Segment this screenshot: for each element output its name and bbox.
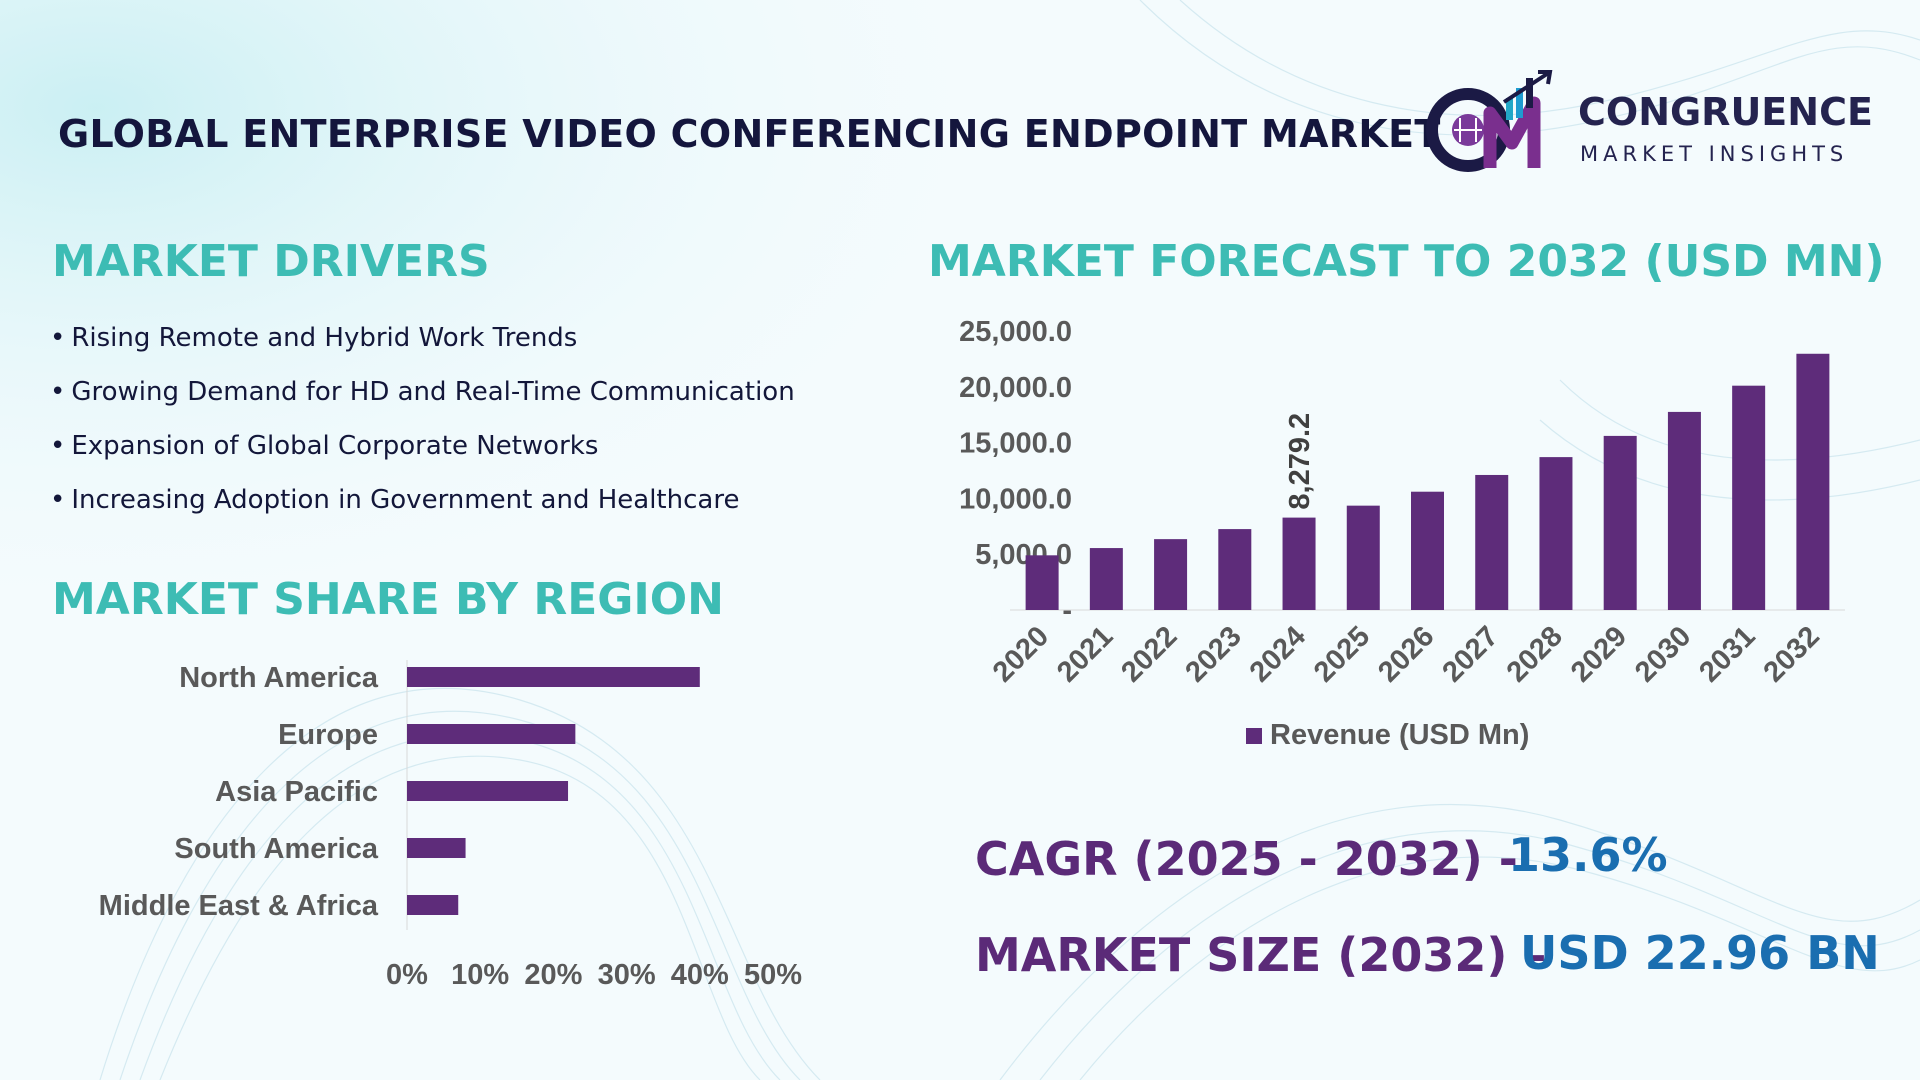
region-category-label: Asia Pacific bbox=[215, 776, 378, 808]
region-heading: MARKET SHARE BY REGION bbox=[52, 574, 724, 625]
forecast-year-label: 2029 bbox=[1565, 620, 1633, 688]
driver-text: Increasing Adoption in Government and He… bbox=[71, 485, 740, 515]
region-bar bbox=[407, 895, 459, 915]
forecast-year-label: 2024 bbox=[1244, 620, 1312, 688]
logo-tagline: MARKET INSIGHTS bbox=[1580, 142, 1849, 166]
region-tick-label: 20% bbox=[524, 959, 582, 991]
drivers-list: • Rising Remote and Hybrid Work Trends • G… bbox=[50, 318, 795, 534]
driver-item: • Growing Demand for HD and Real-Time Com… bbox=[50, 377, 795, 407]
forecast-y-tick-label: - bbox=[1062, 595, 1072, 627]
region-tick-label: 50% bbox=[744, 959, 802, 991]
forecast-y-tick-label: 15,000.0 bbox=[959, 428, 1072, 460]
forecast-heading: MARKET FORECAST TO 2032 (USD MN) bbox=[928, 236, 1885, 287]
driver-item: • Rising Remote and Hybrid Work Trends bbox=[50, 323, 578, 353]
forecast-bar bbox=[1154, 539, 1188, 610]
forecast-bar bbox=[1089, 548, 1123, 610]
legend-swatch bbox=[1246, 728, 1262, 744]
forecast-year-label: 2025 bbox=[1308, 620, 1376, 688]
forecast-year-label: 2026 bbox=[1372, 620, 1440, 688]
forecast-year-label: 2020 bbox=[987, 620, 1055, 688]
market-size-label: MARKET SIZE (2032) – bbox=[975, 928, 1547, 982]
logo-name: CONGRUENCE bbox=[1578, 90, 1873, 134]
forecast-data-label: 8,279.2 bbox=[1284, 413, 1316, 510]
region-bar-chart: North America Europe Asia Pacific South Ame… bbox=[99, 660, 802, 991]
driver-item: • Expansion of Global Corporate Networks bbox=[50, 431, 599, 461]
region-bar bbox=[407, 667, 700, 687]
forecast-bar bbox=[1282, 517, 1316, 610]
forecast-bar bbox=[1732, 385, 1766, 610]
forecast-bar bbox=[1411, 491, 1444, 610]
driver-text: Expansion of Global Corporate Networks bbox=[71, 431, 599, 461]
forecast-bar bbox=[1603, 435, 1637, 610]
region-bar bbox=[407, 838, 466, 858]
forecast-bar bbox=[1346, 505, 1380, 610]
driver-item: • Increasing Adoption in Government and H… bbox=[50, 485, 740, 515]
drivers-heading: MARKET DRIVERS bbox=[52, 236, 490, 287]
forecast-year-label: 2023 bbox=[1180, 620, 1248, 688]
forecast-bar bbox=[1796, 353, 1830, 610]
forecast-bar bbox=[1475, 474, 1509, 610]
forecast-bar-chart: -5,000.010,000.015,000.020,000.025,000.0… bbox=[959, 316, 1845, 751]
region-tick-label: 0% bbox=[386, 959, 428, 991]
driver-text: Growing Demand for HD and Real-Time Comm… bbox=[71, 377, 795, 407]
forecast-year-label: 2030 bbox=[1629, 620, 1697, 688]
region-tick-label: 10% bbox=[451, 959, 509, 991]
region-tick-label: 40% bbox=[671, 959, 729, 991]
cagr-value: 13.6% bbox=[1508, 828, 1668, 882]
forecast-year-label: 2028 bbox=[1501, 620, 1569, 688]
forecast-bar bbox=[1539, 457, 1573, 610]
driver-text: Rising Remote and Hybrid Work Trends bbox=[71, 323, 578, 353]
forecast-bar bbox=[1667, 411, 1701, 610]
region-category-label: North America bbox=[179, 662, 379, 694]
forecast-year-label: 2022 bbox=[1115, 620, 1183, 688]
forecast-year-label: 2031 bbox=[1693, 620, 1761, 688]
region-tick-label: 30% bbox=[598, 959, 656, 991]
forecast-year-label: 2027 bbox=[1436, 620, 1504, 688]
region-bar bbox=[407, 781, 569, 801]
forecast-y-tick-label: 25,000.0 bbox=[959, 316, 1072, 348]
region-category-label: Europe bbox=[278, 719, 378, 751]
region-category-label: Middle East & Africa bbox=[99, 890, 379, 922]
region-category-label: South America bbox=[174, 833, 378, 865]
forecast-y-tick-label: 20,000.0 bbox=[959, 372, 1072, 404]
market-size-value: USD 22.96 BN bbox=[1520, 926, 1880, 980]
logo-mark-icon bbox=[1426, 70, 1553, 172]
legend-label: Revenue (USD Mn) bbox=[1270, 719, 1529, 751]
forecast-y-tick-label: 10,000.0 bbox=[959, 483, 1072, 515]
region-bar bbox=[407, 724, 576, 744]
forecast-bar bbox=[1025, 555, 1059, 610]
page-title: GLOBAL ENTERPRISE VIDEO CONFERENCING END… bbox=[58, 112, 1441, 156]
company-logo: CONGRUENCE MARKET INSIGHTS bbox=[1420, 68, 1890, 178]
forecast-year-label: 2021 bbox=[1051, 620, 1119, 688]
forecast-year-label: 2032 bbox=[1758, 620, 1826, 688]
cagr-label: CAGR (2025 - 2032) - bbox=[975, 832, 1518, 886]
forecast-bar bbox=[1218, 529, 1252, 610]
